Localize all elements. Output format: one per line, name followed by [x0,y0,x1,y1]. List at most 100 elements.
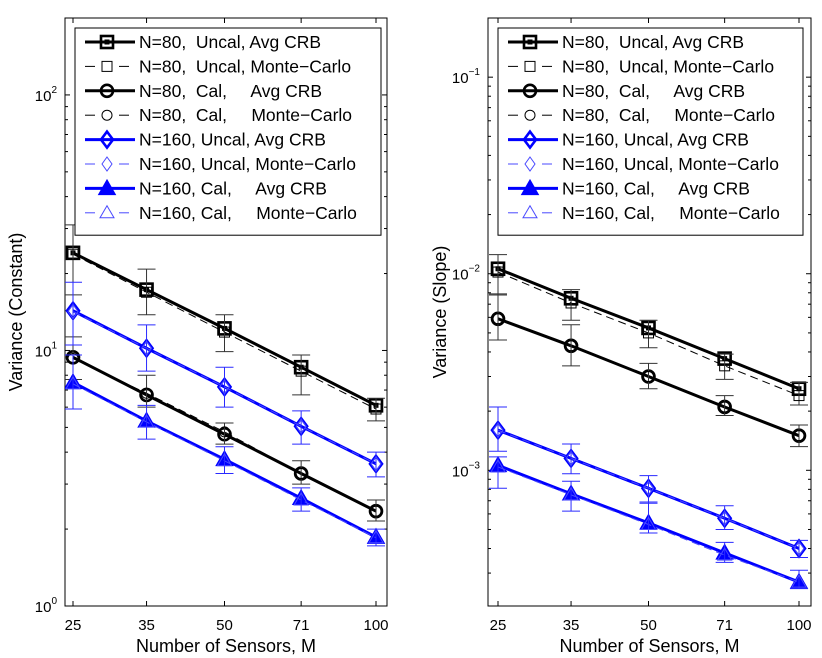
legend-label: N=80, Uncal, Monte−Carlo [562,56,774,76]
legend-marker [524,109,536,121]
legend-label: N=160, Cal, Avg CRB [139,178,327,198]
x-tick-label: 100 [363,617,388,634]
legend-item: N=160, Uncal, Monte−Carlo [508,154,779,174]
x-axis-label: Number of Sensors, M [136,636,316,656]
legend-marker-core [104,39,110,45]
series-3 [65,336,385,522]
legend-item: N=80, Uncal, Monte−Carlo [85,56,351,76]
data-point [716,547,733,561]
series-7 [489,456,808,590]
data-point [719,510,731,527]
x-tick-label: 35 [138,617,155,634]
x-tick-label: 100 [786,617,811,634]
legend-label: N=80, Cal, Avg CRB [562,81,745,101]
data-point [295,365,307,377]
x-tick-label: 71 [716,617,733,634]
data-point [368,529,384,544]
legend-label: N=80, Cal, Avg CRB [139,81,322,101]
y-tick-label: 10−3 [452,460,481,480]
data-point [295,468,307,480]
legend-marker [101,156,113,172]
legend-label: N=80, Uncal, Avg CRB [562,32,744,52]
chart-constant: 25 35 50 71 100 100 101 102 Number of Sensors, M… [6,17,389,656]
data-point [565,297,577,309]
legend-item: N=160, Uncal, Monte−Carlo [85,154,356,174]
legend-label: N=160, Uncal, Avg CRB [139,130,326,150]
legend-item: N=160, Uncal, Avg CRB [85,129,326,150]
legend-marker [524,60,536,72]
legend-label: N=160, Cal, Avg CRB [562,178,750,198]
data-point [492,422,504,439]
legend-item: N=80, Uncal, Monte−Carlo [508,56,774,76]
data-point [218,379,231,395]
series-line [72,358,377,512]
data-point [793,540,805,557]
legend-item: N=80, Cal, Monte−Carlo [85,105,352,125]
series-5 [489,406,808,559]
axes-box [64,17,388,607]
legend-item: N=160, Cal, Monte−Carlo [508,203,780,223]
data-point [490,458,506,473]
data-point [140,340,153,357]
data-point [643,371,654,383]
data-point [141,286,153,298]
x-tick-label: 25 [65,617,82,634]
data-point [219,426,230,438]
legend-item: N=80, Uncal, Avg CRB [508,32,744,52]
legend-label: N=80, Cal, Monte−Carlo [139,105,352,125]
x-tick-label: 35 [563,617,580,634]
legend-item: N=80, Cal, Monte−Carlo [508,105,775,125]
legend-label: N=80, Cal, Monte−Carlo [562,105,775,125]
plot-area [488,254,809,590]
series-3 [489,293,808,448]
data-point [563,486,579,501]
legend-label: N=160, Uncal, Monte−Carlo [139,154,356,174]
y-tick-label: 102 [35,85,58,105]
series-1 [65,224,385,422]
legend: N=80, Uncal, Avg CRB N=80, Uncal, Monte−C… [74,27,382,236]
data-point [67,303,79,320]
series-5 [65,281,385,478]
y-axis-label: Variance (Slope) [430,246,450,379]
legend-label: N=160, Cal, Monte−Carlo [139,203,357,223]
data-point [565,450,577,467]
data-point [293,491,310,506]
legend-marker-core [527,39,533,45]
y-axis-label: Variance (Constant) [6,233,26,392]
legend-item: N=80, Cal, Avg CRB [508,81,745,101]
legend-item: N=80, Uncal, Avg CRB [85,32,321,52]
legend-marker [520,178,540,196]
x-tick-label: 71 [293,617,310,634]
legend: N=80, Uncal, Avg CRB N=80, Uncal, Monte−C… [497,27,804,236]
legend-box [74,27,382,236]
legend-marker [101,109,113,121]
chart-slope: 25 35 50 71 100 10−3 10−2 10−1 Number of Sensors… [430,17,812,656]
data-point [219,326,230,338]
y-tick-label: 10−1 [452,67,481,87]
data-point [67,248,79,260]
data-point [791,574,807,588]
x-tick-label: 50 [640,617,657,634]
legend-label: N=80, Uncal, Monte−Carlo [139,56,351,76]
data-point [65,375,81,390]
data-point [643,327,654,339]
x-axis-label: Number of Sensors, M [559,636,739,656]
data-point [719,360,731,372]
data-point [565,340,577,352]
data-point [492,266,504,278]
legend-item: N=160, Uncal, Avg CRB [508,129,749,150]
data-point [370,505,382,517]
data-point [793,390,805,402]
x-tick-label: 50 [216,617,233,634]
plot-area [65,224,386,547]
legend-label: N=160, Uncal, Avg CRB [562,130,749,150]
legend-label: N=160, Cal, Monte−Carlo [562,203,780,223]
y-tick-label: 100 [35,596,58,616]
data-point [793,430,805,442]
data-point [370,403,382,415]
data-point [141,387,153,399]
axes-box [487,17,812,607]
legend-item: N=160, Cal, Avg CRB [508,178,750,198]
legend-marker [99,34,115,50]
